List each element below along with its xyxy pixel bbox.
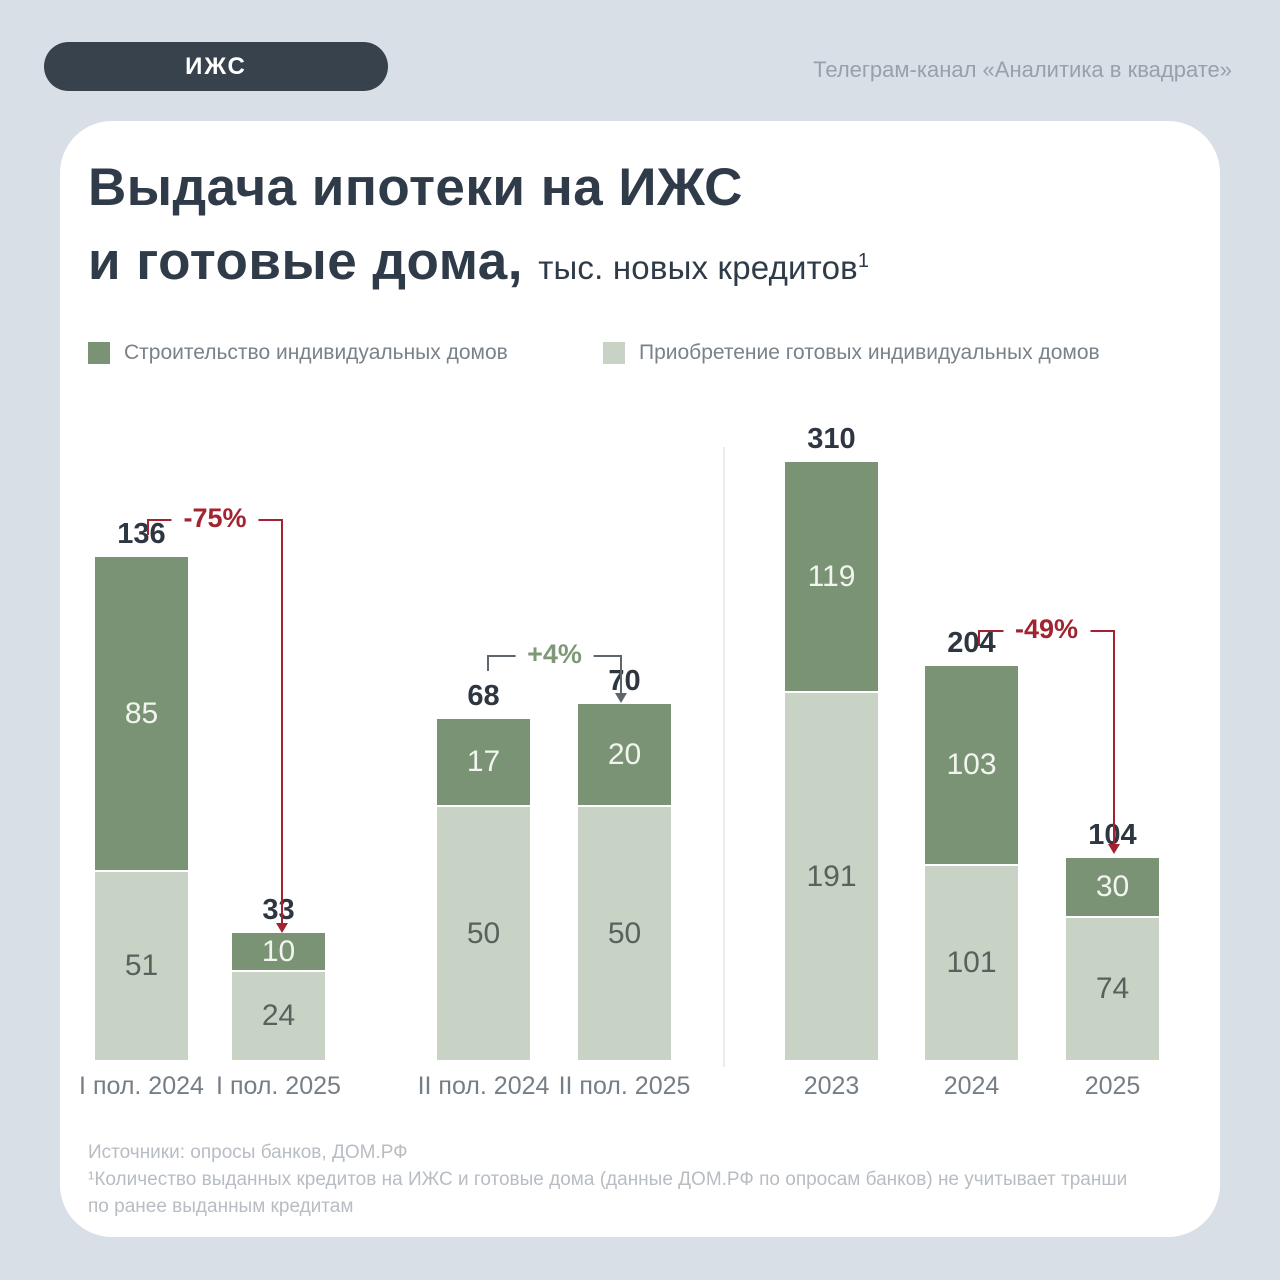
bar-value-label: 50 <box>607 916 642 950</box>
arrow-down-icon <box>276 923 288 933</box>
bar-total-label: 136 <box>117 518 166 550</box>
bar-value-label: 119 <box>807 559 856 593</box>
bar: 85 51 <box>95 557 188 1060</box>
annotation-tick <box>147 519 149 535</box>
x-axis-label: 2025 <box>1084 1072 1141 1100</box>
chart-card: Выдача ипотеки на ИЖС и готовые дома, ты… <box>60 121 1220 1237</box>
chart-title-line1: Выдача ипотеки на ИЖС <box>88 158 743 217</box>
bar-segment-purchase: 51 <box>95 872 188 1060</box>
chart-title: Выдача ипотеки на ИЖС и готовые дома, ты… <box>88 151 869 299</box>
bar-segment-construction: 85 <box>95 557 188 870</box>
bar-value-label: 191 <box>806 859 857 893</box>
bar-segment-construction: 30 <box>1066 858 1159 916</box>
footnote-line2: по ранее выданным кредитам <box>88 1196 354 1217</box>
bar-segment-purchase: 101 <box>925 866 1018 1060</box>
annotation-percent-label: +4% <box>515 639 594 670</box>
chart-title-line2: и готовые дома, тыс. новых кредитов1 <box>88 232 870 292</box>
arrow-down-icon <box>1108 844 1120 854</box>
bar-value-label: 51 <box>124 949 159 982</box>
bar-total-label: 33 <box>262 894 295 926</box>
bar: 30 74 <box>1066 858 1159 1060</box>
bar-segment-purchase: 24 <box>232 972 325 1060</box>
footer-notes: Источники: опросы банков, ДОМ.РФ ¹Количе… <box>88 1139 1127 1220</box>
bar: 20 50 <box>578 704 671 1060</box>
bar: 10 24 <box>232 933 325 1060</box>
bar-value-label: 85 <box>124 696 159 730</box>
bar-segment-purchase: 74 <box>1066 918 1159 1060</box>
bar-total-label: 310 <box>807 423 856 455</box>
annotation-percent-label: -49% <box>1002 614 1091 645</box>
bar-segment-purchase: 50 <box>578 807 671 1060</box>
topic-badge: ИЖС <box>44 42 388 91</box>
bar: 103 101 <box>925 666 1018 1060</box>
bar-value-label: 30 <box>1095 870 1130 903</box>
annotation-tick <box>978 630 980 646</box>
annotation-drop-line <box>620 655 622 693</box>
annotation-drop-line <box>281 519 283 923</box>
legend-label-purchase: Приобретение готовых индивидуальных домо… <box>639 341 1100 364</box>
arrow-down-icon <box>615 693 627 703</box>
bar-total-label: 70 <box>608 665 641 697</box>
topic-badge-label: ИЖС <box>185 52 247 80</box>
bar-segment-construction: 119 <box>785 462 878 691</box>
bar-segment-purchase: 191 <box>785 693 878 1060</box>
bar-value-label: 74 <box>1095 972 1130 1005</box>
bar-segment-construction: 17 <box>437 719 530 805</box>
bar-value-label: 10 <box>261 934 296 968</box>
group-divider-line <box>723 447 725 1067</box>
bar-total-label: 68 <box>467 680 500 712</box>
x-axis-label: II пол. 2025 <box>558 1072 691 1100</box>
bar-segment-purchase: 50 <box>437 807 530 1060</box>
bar: 17 50 <box>437 719 530 1060</box>
legend-item-construction: Строительство индивидуальных домов <box>88 341 508 365</box>
x-axis-label: I пол. 2024 <box>79 1072 204 1100</box>
legend-item-purchase: Приобретение готовых индивидуальных домо… <box>603 341 1100 365</box>
bar-segment-construction: 20 <box>578 704 671 805</box>
x-axis-label: 2024 <box>943 1072 1000 1100</box>
footnote-mark: 1 <box>857 250 870 273</box>
bar-value-label: 20 <box>607 737 642 771</box>
x-axis-label: 2023 <box>803 1072 860 1100</box>
bar-segment-construction: 10 <box>232 933 325 970</box>
sources-line: Источники: опросы банков, ДОМ.РФ <box>88 1142 408 1163</box>
bar-segment-construction: 103 <box>925 666 1018 864</box>
x-axis-label: II пол. 2024 <box>417 1072 550 1100</box>
chart-area: 85 51 136 I пол. 2024 10 24 33 I пол. 2025 -75% 1… <box>60 121 1220 1237</box>
footnote-line1: ¹Количество выданных кредитов на ИЖС и г… <box>88 1169 1128 1190</box>
bar-value-label: 17 <box>466 745 501 778</box>
annotation-tick <box>487 655 489 671</box>
annotation-percent-label: -75% <box>171 503 259 534</box>
x-axis-label: I пол. 2025 <box>216 1072 341 1100</box>
chart-subtitle: тыс. новых кредитов1 <box>538 249 870 287</box>
bar: 119 191 <box>785 462 878 1060</box>
legend-swatch-purchase <box>603 342 625 364</box>
bar-value-label: 101 <box>946 946 997 979</box>
legend-label-construction: Строительство индивидуальных домов <box>124 341 508 364</box>
bar-value-label: 24 <box>261 999 296 1032</box>
annotation-drop-line <box>1113 630 1115 844</box>
legend-swatch-construction <box>88 342 110 364</box>
bar-value-label: 50 <box>466 916 501 950</box>
bar-total-label: 204 <box>947 627 996 659</box>
channel-credit: Телеграм-канал «Аналитика в квадрате» <box>813 57 1232 82</box>
bar-value-label: 103 <box>946 748 997 781</box>
